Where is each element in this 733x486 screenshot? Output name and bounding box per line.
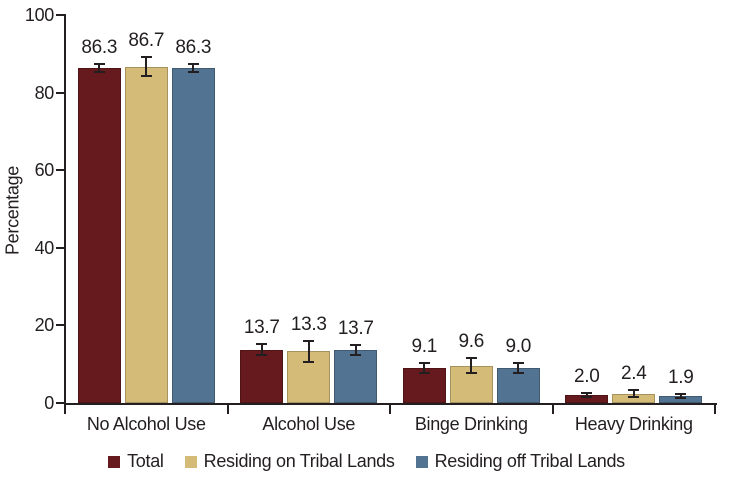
y-tick-label: 20 (34, 315, 55, 336)
error-bar-cap-top (418, 361, 430, 364)
bar-value-label: 13.7 (243, 317, 280, 339)
error-bar-cap-bottom (512, 372, 524, 375)
bar (124, 66, 168, 403)
x-category-label: Binge Drinking (414, 414, 528, 434)
x-tick (64, 405, 66, 414)
error-bar-cap-bottom (93, 71, 105, 74)
error-bar (145, 57, 148, 76)
error-bar-cap-top (465, 357, 477, 360)
error-bar-cap-top (675, 392, 687, 395)
bar-value-label: 9.1 (411, 335, 437, 357)
error-bar-cap-bottom (465, 372, 477, 375)
legend-label: Residing off Tribal Lands (434, 451, 626, 471)
y-tick-label: 0 (44, 393, 54, 413)
bar-value-label: 9.0 (505, 336, 531, 358)
error-bar-cap-top (350, 343, 362, 346)
error-bar-cap-bottom (303, 360, 315, 363)
error-bar-cap-bottom (256, 354, 268, 357)
y-tick-label: 60 (34, 160, 55, 181)
legend-item: Total (108, 451, 164, 472)
error-bar-cap-top (187, 63, 199, 66)
legend: Total Residing on Tribal Lands Residing of… (0, 451, 733, 472)
error-bar (679, 393, 682, 398)
error-bar-cap-bottom (350, 353, 362, 356)
error-bar-cap-top (303, 339, 315, 342)
y-tick (56, 402, 65, 404)
bar (240, 349, 284, 403)
bar-value-label: 86.3 (81, 37, 118, 59)
error-bar (632, 390, 635, 398)
error-bar-cap-bottom (187, 71, 199, 74)
legend-swatch (415, 455, 428, 468)
x-category-label: No Alcohol Use (86, 414, 206, 434)
x-category-label: Alcohol Use (262, 414, 356, 434)
bar-value-label: 2.0 (573, 366, 600, 388)
bar (77, 68, 121, 403)
bar-value-label: 9.6 (458, 331, 484, 353)
y-tick-label: 80 (34, 82, 55, 103)
bar-value-label: 13.7 (337, 317, 374, 339)
error-bar-cap-top (140, 56, 152, 59)
error-bar-cap-bottom (418, 371, 430, 374)
error-bar-cap-bottom (675, 396, 687, 399)
bar-value-label: 13.3 (290, 313, 327, 335)
error-bar-cap-top (512, 362, 524, 365)
error-bar-cap-top (628, 389, 640, 392)
error-bar-cap-bottom (628, 396, 640, 399)
error-bar (470, 358, 473, 374)
bar (334, 349, 378, 403)
error-bar (354, 344, 357, 355)
legend-label: Residing on Tribal Lands (203, 451, 395, 471)
legend-label: Total (127, 451, 164, 471)
error-bar-cap-top (93, 63, 105, 66)
x-tick (389, 405, 391, 414)
y-tick (56, 91, 65, 94)
error-bar-cap-top (256, 343, 268, 346)
bar-value-label: 86.3 (175, 37, 212, 59)
error-bar (585, 393, 588, 398)
legend-swatch (108, 455, 121, 468)
y-tick (56, 246, 65, 249)
error-bar-cap-top (581, 392, 593, 395)
error-bar-cap-bottom (140, 74, 152, 77)
y-tick-label: 40 (34, 237, 55, 258)
y-tick-label: 100 (24, 5, 54, 25)
legend-swatch (184, 455, 197, 468)
bar-value-label: 1.9 (667, 366, 694, 388)
x-category-label: Heavy Drinking (574, 414, 693, 434)
error-bar (98, 64, 101, 73)
y-tick (56, 324, 65, 327)
legend-item: Residing off Tribal Lands (415, 451, 626, 472)
y-tick (56, 169, 65, 172)
x-tick (226, 405, 229, 414)
error-bar-cap-bottom (581, 396, 593, 399)
error-bar (192, 64, 195, 73)
x-tick (714, 405, 716, 414)
error-bar (517, 363, 520, 374)
legend-item: Residing on Tribal Lands (184, 451, 395, 472)
x-axis-line (64, 403, 717, 405)
y-tick (56, 14, 65, 16)
bar-value-label: 86.7 (128, 30, 165, 52)
bar-value-label: 2.4 (620, 363, 647, 385)
x-tick (551, 405, 554, 414)
error-bar (307, 340, 310, 362)
y-axis-line (64, 14, 66, 405)
error-bar (260, 344, 263, 356)
bar (287, 351, 331, 403)
bar (171, 68, 215, 403)
error-bar (423, 362, 426, 373)
